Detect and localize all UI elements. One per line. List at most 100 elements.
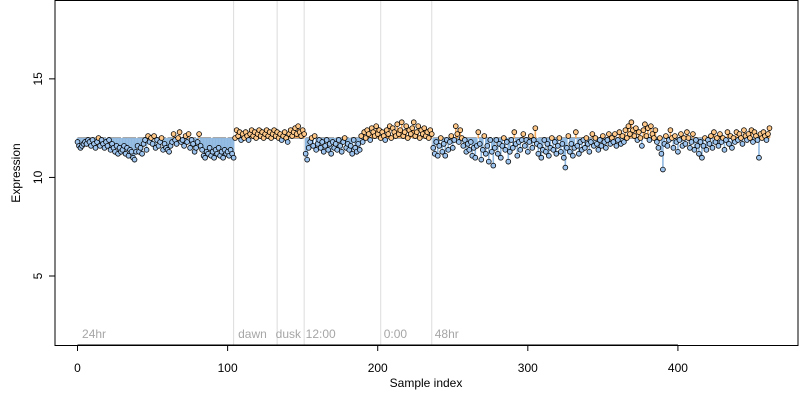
data-point xyxy=(436,143,443,149)
data-point xyxy=(738,135,744,141)
data-point xyxy=(711,129,717,135)
data-point xyxy=(535,150,542,157)
data-point xyxy=(511,129,518,135)
data-point xyxy=(643,133,650,139)
data-point xyxy=(452,123,459,129)
data-point xyxy=(766,125,773,131)
data-point xyxy=(568,141,575,147)
phase-separators xyxy=(233,0,433,345)
data-point xyxy=(358,133,365,139)
data-point xyxy=(582,145,588,151)
data-point xyxy=(181,143,187,149)
data-point xyxy=(687,145,693,151)
data-point xyxy=(640,127,647,133)
data-point xyxy=(434,152,441,159)
data-point xyxy=(652,127,659,133)
data-point xyxy=(350,137,357,143)
data-point xyxy=(675,149,681,155)
x-tick-label: 200 xyxy=(368,361,388,375)
data-point xyxy=(202,154,208,161)
data-point xyxy=(544,141,551,147)
data-point xyxy=(184,139,190,145)
data-point xyxy=(616,129,623,135)
data-point xyxy=(670,145,677,151)
data-point xyxy=(765,131,771,137)
data-point xyxy=(658,150,665,157)
data-point xyxy=(139,150,145,157)
data-point xyxy=(302,150,309,157)
data-point xyxy=(654,139,660,145)
data-point xyxy=(564,145,570,151)
data-point xyxy=(612,131,618,137)
data-point xyxy=(430,145,437,151)
data-point xyxy=(461,137,468,143)
data-point xyxy=(574,143,581,149)
data-point xyxy=(497,154,504,161)
data-point xyxy=(362,135,369,141)
data-point xyxy=(688,139,695,145)
data-point xyxy=(763,137,770,143)
data-point xyxy=(532,125,539,131)
data-point xyxy=(304,156,310,163)
data-point xyxy=(589,131,596,137)
data-point xyxy=(628,119,635,126)
phase-label: 12:00 xyxy=(306,327,336,341)
data-point xyxy=(622,127,629,133)
data-point xyxy=(619,133,626,139)
data-point xyxy=(636,129,642,135)
data-point xyxy=(750,139,756,145)
data-point xyxy=(349,150,356,157)
data-point xyxy=(490,162,497,169)
data-point xyxy=(741,127,747,133)
data-point xyxy=(457,127,464,133)
data-point xyxy=(215,145,222,151)
data-point xyxy=(125,152,132,159)
data-point xyxy=(187,145,193,151)
data-point xyxy=(685,135,692,141)
data-point xyxy=(754,137,761,143)
data-point xyxy=(491,145,498,151)
plot-frame xyxy=(54,0,799,346)
data-point xyxy=(606,131,612,137)
data-point xyxy=(175,135,181,141)
data-point xyxy=(449,145,456,151)
data-point xyxy=(552,139,558,145)
data-point xyxy=(691,147,698,153)
data-point xyxy=(684,129,690,135)
data-point xyxy=(700,143,707,149)
data-point xyxy=(570,152,576,159)
data-point xyxy=(576,150,582,157)
data-point xyxy=(507,149,513,155)
data-point xyxy=(657,135,663,141)
data-point xyxy=(484,143,491,149)
data-point xyxy=(367,137,374,143)
data-point xyxy=(404,135,411,141)
data-point xyxy=(401,129,408,135)
data-point xyxy=(104,143,111,149)
data-point xyxy=(541,137,548,143)
data-point xyxy=(301,131,307,137)
x-tick-label: 400 xyxy=(668,361,688,375)
data-point xyxy=(284,139,291,145)
data-point xyxy=(672,133,678,139)
data-point xyxy=(413,129,420,135)
data-point xyxy=(613,143,620,149)
data-point xyxy=(211,154,217,161)
data-point xyxy=(92,145,99,151)
data-point xyxy=(439,149,446,155)
data-point xyxy=(230,154,237,161)
data-point xyxy=(409,125,416,131)
data-point xyxy=(528,133,534,139)
data-point xyxy=(588,139,594,145)
data-point xyxy=(488,149,495,155)
data-point xyxy=(510,145,516,151)
data-point xyxy=(106,137,112,143)
data-point xyxy=(190,141,196,147)
data-point xyxy=(678,131,684,137)
data-point xyxy=(440,141,447,147)
data-point xyxy=(416,135,423,141)
data-point xyxy=(328,150,334,157)
data-point xyxy=(176,129,183,135)
data-point xyxy=(466,147,473,153)
data-point xyxy=(428,131,435,137)
